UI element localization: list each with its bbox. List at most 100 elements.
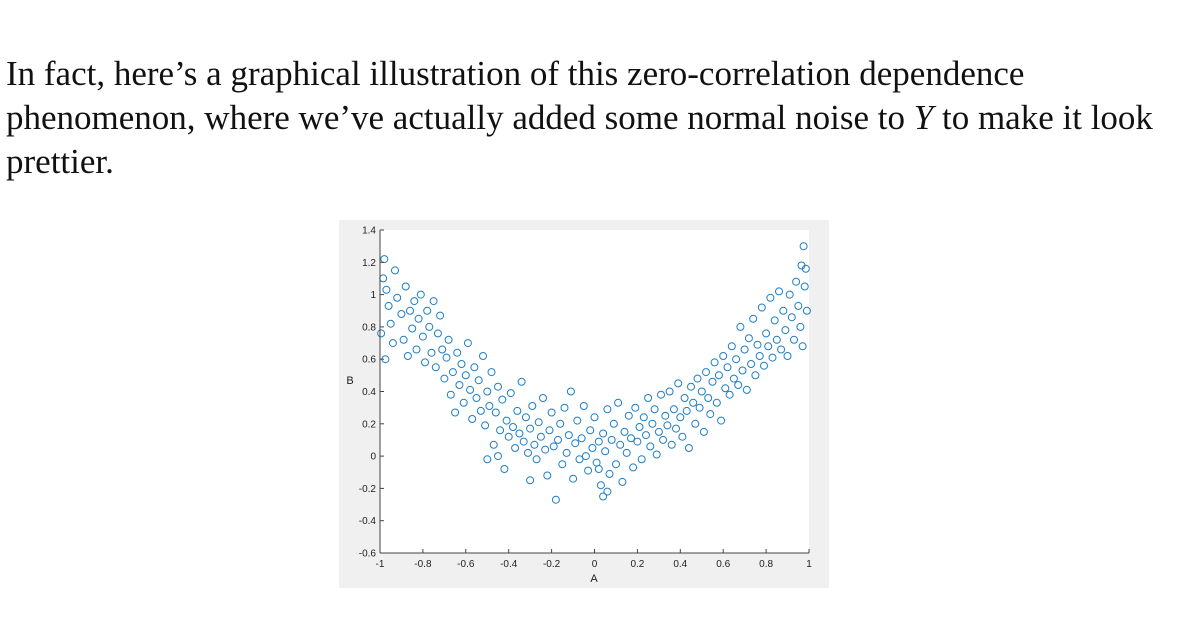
data-point (489, 440, 498, 449)
data-point (581, 452, 590, 461)
data-point (457, 360, 466, 368)
x-tick-label: -0.8 (414, 559, 432, 570)
data-point (532, 455, 541, 464)
data-point (661, 411, 670, 420)
data-point (536, 432, 545, 441)
data-point (468, 415, 477, 423)
data-point (594, 437, 603, 446)
data-point (393, 293, 402, 302)
data-point (513, 406, 522, 415)
data-point (732, 355, 741, 364)
data-point (584, 466, 593, 475)
data-point (689, 398, 698, 407)
data-point (678, 432, 687, 441)
data-point (603, 405, 612, 414)
data-point (543, 471, 552, 480)
data-point (388, 339, 397, 348)
data-point (712, 398, 721, 407)
data-point (699, 427, 708, 436)
data-point (380, 255, 389, 264)
data-point (723, 363, 732, 372)
data-point (719, 352, 728, 360)
data-point (599, 492, 608, 501)
data-point (496, 426, 505, 435)
data-point (706, 410, 715, 419)
data-point (560, 403, 569, 412)
data-point (562, 448, 571, 457)
data-point (431, 363, 440, 372)
data-point (633, 437, 642, 446)
data-point (714, 371, 723, 380)
x-tick-label: -0.2 (543, 559, 561, 570)
scatter-figure: -1 -0.8 -0.6 -0.4 -0.2 0 0.2 0.4 0.6 0.8 1 -0.6 -0.4… (339, 220, 829, 588)
x-tick-label: 0 (592, 559, 598, 570)
data-point (384, 301, 393, 310)
data-point (639, 413, 648, 422)
data-point (440, 374, 449, 383)
data-point (448, 368, 457, 377)
data-point (446, 390, 455, 399)
data-point (494, 452, 502, 461)
data-point (406, 306, 414, 315)
data-point (631, 403, 640, 412)
data-point (455, 381, 464, 389)
data-point (541, 445, 550, 454)
data-point (491, 408, 500, 417)
data-point (601, 447, 610, 456)
data-point (530, 440, 539, 449)
y-tick-label: -0.4 (359, 516, 377, 527)
data-point (609, 419, 618, 428)
data-point (586, 426, 595, 435)
data-point (790, 335, 798, 344)
data-point (564, 431, 573, 440)
data-point (590, 413, 599, 422)
data-point (729, 374, 738, 383)
data-point (796, 322, 805, 331)
x-tick-label: 0.6 (716, 559, 730, 570)
data-point (481, 421, 490, 430)
data-point (382, 285, 391, 294)
data-point (650, 405, 659, 414)
scatter-plot: -1 -0.8 -0.6 -0.4 -0.2 0 0.2 0.4 0.6 0.8 1 -0.6 -0.4… (346, 226, 812, 586)
data-point (521, 413, 530, 422)
data-point (753, 340, 762, 349)
data-point (545, 426, 554, 435)
data-point (644, 394, 653, 402)
data-point (461, 371, 470, 380)
x-axis-label: A (590, 573, 598, 585)
data-point (800, 282, 809, 291)
data-point (792, 277, 801, 286)
data-point (657, 390, 665, 399)
data-point (421, 358, 429, 367)
data-point (622, 448, 631, 457)
data-point (377, 329, 386, 338)
data-point (674, 379, 683, 388)
data-point (725, 390, 734, 399)
x-tick-label: -0.4 (500, 559, 518, 570)
data-point (702, 368, 710, 377)
data-point (684, 444, 693, 452)
y-tick-label: 0.2 (362, 419, 376, 430)
data-point (397, 310, 406, 318)
data-point (534, 418, 543, 427)
data-point (797, 261, 806, 270)
data-point (596, 481, 605, 490)
data-point (802, 306, 811, 315)
data-point (740, 345, 749, 354)
data-point (504, 432, 513, 441)
data-point (485, 402, 494, 410)
x-tick-label: 0.2 (630, 559, 644, 570)
y-tick-label: 1.4 (362, 226, 376, 237)
data-point (414, 314, 423, 323)
data-point (549, 442, 558, 451)
data-point (727, 342, 736, 351)
data-point (479, 352, 487, 360)
data-point (487, 368, 496, 377)
data-point (403, 352, 412, 360)
points-layer (377, 242, 811, 504)
paragraph-text-start: In fact, here’s a graphical illustration… (6, 54, 1025, 137)
data-point (427, 348, 436, 357)
data-point (524, 448, 532, 457)
data-point (551, 495, 560, 504)
data-point (463, 339, 472, 348)
